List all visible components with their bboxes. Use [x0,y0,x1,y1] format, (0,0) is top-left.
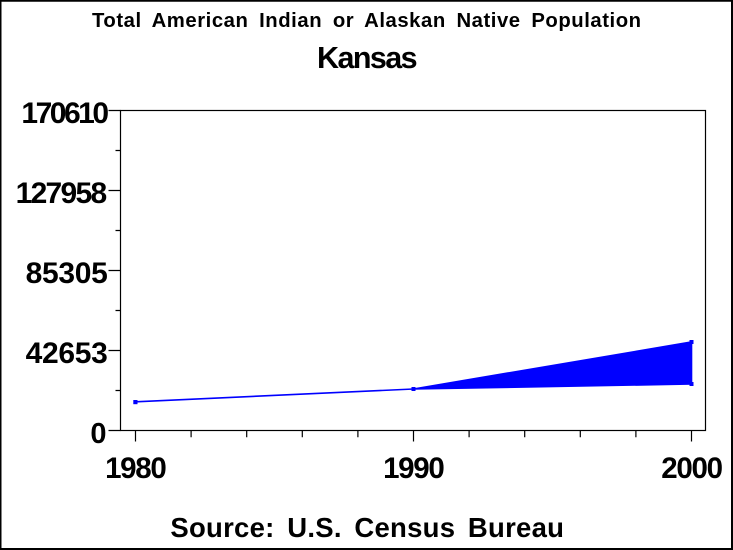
svg-text:170610: 170610 [21,97,108,130]
svg-text:1980: 1980 [105,452,166,485]
svg-text:85305: 85305 [26,257,108,290]
svg-text:0: 0 [90,418,106,450]
svg-text:Kansas: Kansas [317,41,417,75]
svg-text:Total American Indian or Alask: Total American Indian or Alaskan Native … [92,10,642,32]
svg-text:Source: U.S. Census Bureau: Source: U.S. Census Bureau [170,512,564,543]
svg-text:1990: 1990 [383,452,444,485]
svg-text:42653: 42653 [26,337,108,370]
svg-text:127958: 127958 [16,177,107,210]
svg-text:2000: 2000 [661,452,722,485]
